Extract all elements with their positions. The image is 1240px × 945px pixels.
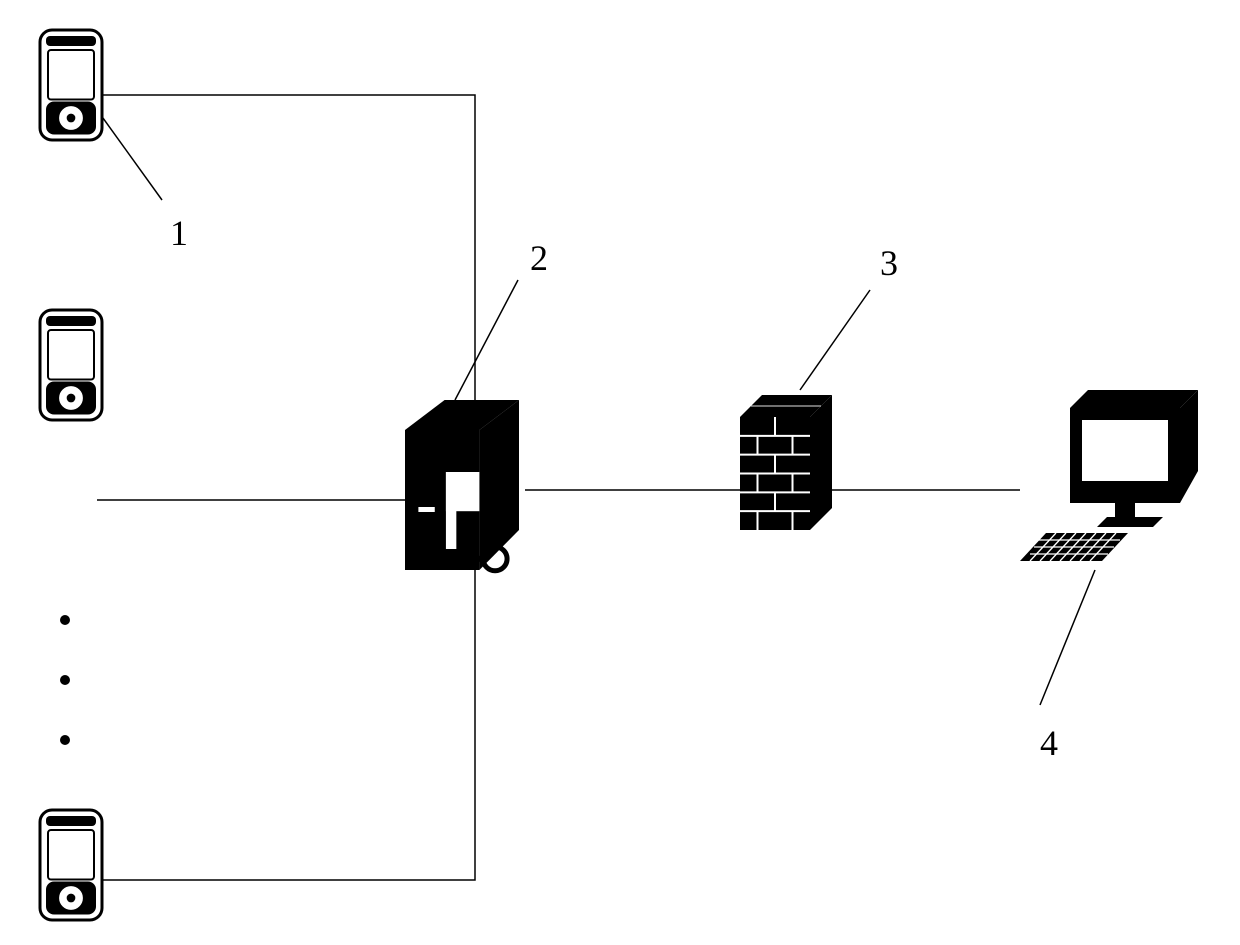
pda-icon xyxy=(40,310,102,420)
ellipsis-dot xyxy=(60,675,70,685)
leader-line xyxy=(800,290,870,390)
firewall-icon xyxy=(740,395,832,530)
connection-line xyxy=(97,560,475,880)
pc-icon xyxy=(1020,390,1198,561)
connection-line xyxy=(97,95,475,405)
edges-group xyxy=(97,95,1020,880)
ellipsis-dot xyxy=(60,735,70,745)
node-label: 4 xyxy=(1040,723,1058,763)
pda-icon xyxy=(40,810,102,920)
node-label: 3 xyxy=(880,243,898,283)
ellipsis-dots xyxy=(60,615,70,745)
ellipsis-dot xyxy=(60,615,70,625)
leader-lines-group xyxy=(90,100,1095,705)
nodes-group xyxy=(40,30,1198,920)
server-icon xyxy=(405,400,519,571)
node-label: 1 xyxy=(170,213,188,253)
pda-icon xyxy=(40,30,102,140)
labels-group: 1 2 3 4 xyxy=(170,213,1058,763)
leader-line xyxy=(1040,570,1095,705)
node-label: 2 xyxy=(530,238,548,278)
leader-line xyxy=(455,280,518,400)
